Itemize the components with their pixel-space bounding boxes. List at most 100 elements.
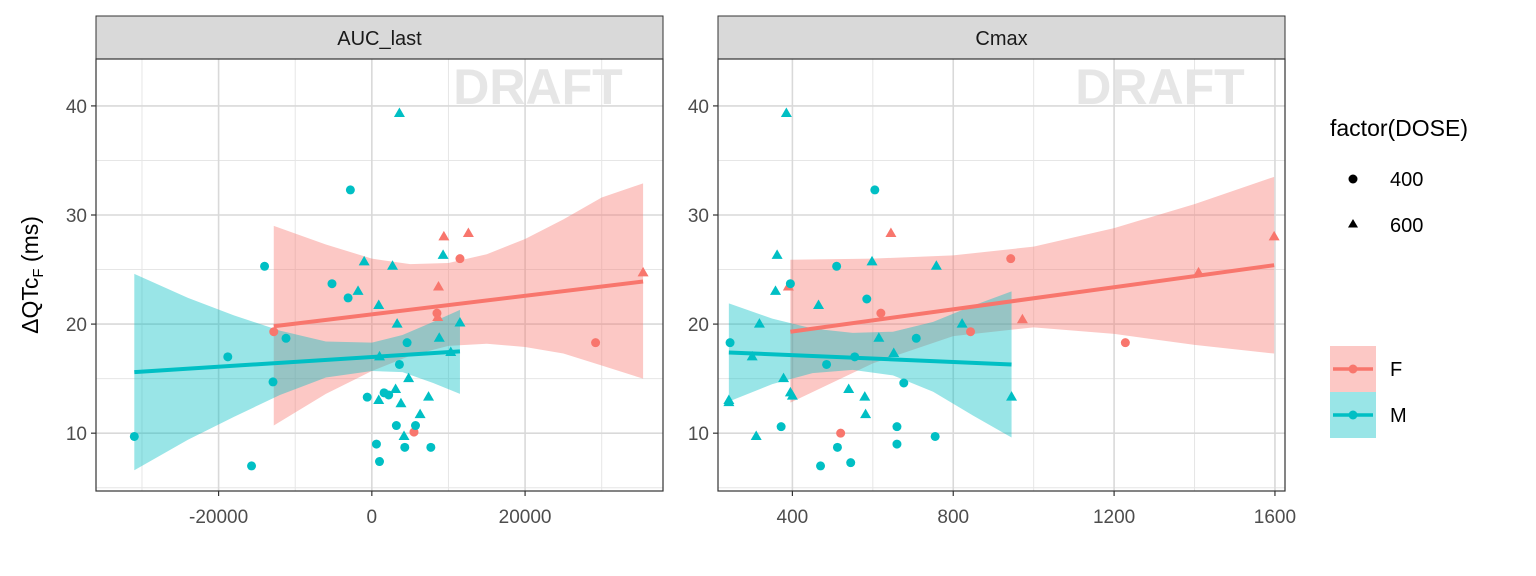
data-point-f-dose-400 [1006,254,1016,264]
fit-line-f [273,279,644,329]
y-tick-label: 10 [66,424,87,445]
data-point-m-dose-400 [375,457,384,467]
y-axis-title-subscript: F [30,268,47,277]
data-point-m-dose-600 [843,383,855,394]
data-point-m-dose-400 [371,439,381,449]
y-axis-title-main: ΔQTc [17,278,43,334]
data-point-m-dose-600 [352,285,364,295]
data-point-f-dose-400 [966,327,976,337]
x-tick-label: 20000 [499,507,552,528]
data-point-m-dose-600 [403,372,415,383]
legend-dose-400-label: 400 [1390,169,1423,191]
data-point-m-dose-400 [822,359,832,369]
data-point-m-dose-400 [394,359,404,369]
data-point-m-dose-600 [414,408,426,419]
data-point-m-dose-600 [395,397,407,408]
legend-dose-600-label: 600 [1390,215,1423,237]
data-point-m-dose-600 [423,391,435,401]
data-point-m-dose-600 [433,332,445,342]
data-point-m-dose-600 [398,430,410,440]
data-point-m-dose-600 [750,430,762,440]
data-point-m-dose-600 [391,318,403,328]
data-point-f-dose-600 [438,230,450,241]
x-tick-label: -20000 [189,507,248,528]
y-ticks-cmax: 10 20 30 40 [688,97,718,445]
data-point-m-dose-400 [426,442,436,452]
data-point-m-dose-400 [846,458,856,468]
data-point-m-dose-400 [816,461,826,471]
data-point-f-dose-600 [1268,230,1280,241]
data-point-m-dose-400 [870,185,880,195]
data-point-m-dose-400 [411,421,421,431]
y-tick-label: 40 [688,97,709,118]
data-point-f-dose-600 [885,227,897,238]
data-point-f-dose-600 [637,266,649,277]
y-tick-label: 20 [688,315,709,336]
legend-dose: factor(DOSE) 400 600 [1330,115,1468,237]
data-point-m-dose-400 [862,294,872,304]
data-point-m-dose-600 [387,260,399,270]
data-point-f-dose-400 [455,254,465,264]
watermark-cmax: DRAFT [1075,59,1244,115]
data-point-m-dose-600 [393,107,405,118]
legend-dose-title: factor(DOSE) [1330,115,1468,141]
legend-sex: F M [1330,346,1407,438]
y-tick-label: 40 [66,97,87,118]
legend-dose-400-key [1348,174,1358,184]
confidence-band-f [790,176,1275,403]
facet-panel-cmax: Cmax DRAFT 10 20 30 40 400 800 1200 1600 [688,15,1296,528]
data-point-m-dose-600 [1006,391,1018,401]
y-axis-title-unit: (ms) [17,216,43,268]
data-point-m-dose-600 [866,255,878,266]
fit-line-m [134,349,461,375]
data-point-m-dose-600 [373,299,385,310]
data-point-m-dose-600 [813,299,825,310]
y-tick-label: 20 [66,315,87,336]
data-point-m-dose-400 [400,442,410,452]
data-point-m-dose-600 [454,317,466,327]
data-point-m-dose-400 [281,333,291,343]
x-ticks-cmax: 400 800 1200 1600 [777,491,1296,528]
data-point-f-dose-600 [462,227,474,238]
data-point-m-dose-400 [223,352,233,362]
data-point-m-dose-400 [129,431,139,441]
data-point-f-dose-400 [876,308,886,318]
data-point-m-dose-600 [390,383,402,394]
data-point-m-dose-600 [780,107,792,118]
data-point-m-dose-400 [391,421,401,431]
legend-sex-m-label: M [1390,405,1407,427]
data-point-m-dose-600 [771,249,783,259]
data-point-m-dose-400 [268,377,278,387]
data-point-f-dose-600 [1016,313,1028,324]
data-point-m-dose-400 [327,279,337,289]
data-point-m-dose-600 [770,285,782,295]
data-point-m-dose-400 [930,431,940,441]
data-points-auc-last [129,107,649,471]
data-point-f-dose-400 [269,327,279,337]
data-point-f-dose-600 [432,311,444,322]
data-point-m-dose-400 [785,279,795,289]
facet-strip-label-auc-last: AUC_last [337,28,422,50]
data-point-m-dose-400 [899,378,909,388]
data-point-m-dose-600 [445,346,457,356]
data-point-m-dose-400 [850,352,860,362]
data-point-m-dose-600 [374,350,385,361]
y-ticks-auc-last: 10 20 30 40 [66,97,96,445]
y-axis-title: ΔQTcF (ms) [17,216,47,334]
data-point-m-dose-600 [786,390,798,400]
x-tick-label: 0 [367,507,378,528]
facet-panel-auc-last: AUC_last DRAFT 10 20 30 40 -20000 0 20000 [66,15,664,528]
legend-sex-m-key-point [1348,410,1358,420]
data-point-m-dose-400 [402,338,412,348]
gridlines-auc-last [96,59,663,491]
confidence-band-m [728,291,1012,438]
facet-strip-auc-last [95,15,664,60]
fit-line-m [728,350,1012,367]
legend-sex-f-key-point [1348,364,1358,374]
data-point-m-dose-600 [358,255,370,266]
data-point-m-dose-400 [725,338,735,348]
data-point-m-dose-400 [247,461,257,471]
data-point-m-dose-600 [723,396,735,407]
data-point-f-dose-400 [1120,338,1130,348]
